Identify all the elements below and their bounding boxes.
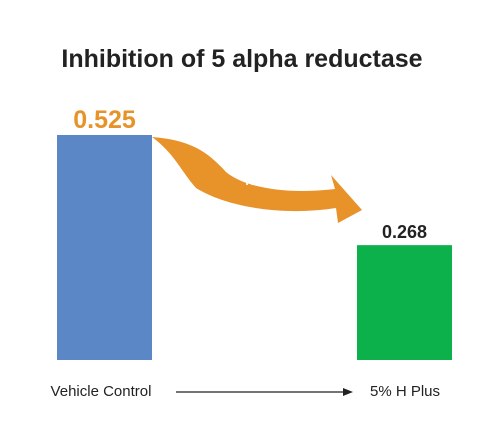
reduction-text-label: REDUCTION xyxy=(245,174,316,188)
chart-title: Inhibition of 5 alpha reductase xyxy=(61,45,422,73)
category-label-1: Vehicle Control xyxy=(51,383,152,400)
bar-2 xyxy=(357,245,452,360)
bars: 0.525 Vehicle Control 0.268 5% H Plus xyxy=(51,106,452,400)
bar-1 xyxy=(57,135,152,360)
reduction-arrow: 49% REDUCTION xyxy=(152,137,362,223)
x-axis-arrow xyxy=(176,388,353,396)
reduction-percent-label: 49% xyxy=(269,157,293,171)
category-label-2: 5% H Plus xyxy=(370,383,440,400)
reduction-arrow-shape xyxy=(152,137,362,223)
bar-1-value-label: 0.525 xyxy=(73,106,136,134)
bar-2-value-label: 0.268 xyxy=(382,222,427,242)
